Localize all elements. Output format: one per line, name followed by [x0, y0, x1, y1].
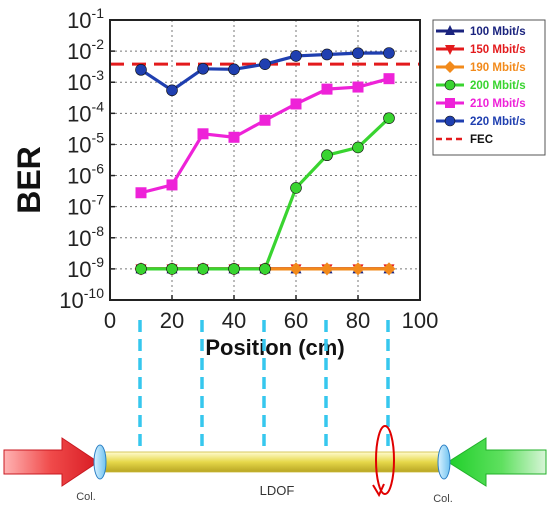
data-point [321, 149, 333, 162]
data-point [351, 262, 365, 276]
data-point [135, 64, 147, 76]
series-210-mbit-s [135, 73, 395, 199]
data-point [382, 262, 396, 276]
legend-marker [445, 98, 455, 108]
series-line [141, 116, 391, 271]
fiber-schematic: Col. Col. LDOF [3, 320, 547, 505]
legend-item: 200 Mbit/s [436, 79, 526, 92]
x-tick-label: 40 [222, 308, 246, 333]
data-point [228, 131, 240, 143]
legend-item-fec: FEC [436, 134, 493, 146]
legend-label: 100 Mbit/s [470, 26, 526, 38]
legend-label: 150 Mbit/s [470, 44, 526, 56]
data-point [166, 179, 178, 191]
y-tick-label: 10-1 [67, 5, 104, 33]
data-point [197, 128, 209, 140]
x-tick-label: 0 [104, 308, 116, 333]
legend-marker [444, 61, 456, 73]
data-point [383, 73, 395, 85]
legend-item: 190 Mbit/s [436, 61, 526, 74]
data-point [166, 263, 178, 275]
y-ticks: 10-1 10-2 10-3 10-4 10-5 10-6 10-7 10-8 10-9 10-1… [59, 5, 115, 313]
series-220-mbit-s [135, 47, 395, 97]
legend-marker [444, 115, 456, 127]
y-tick-label: 10-10 [59, 285, 104, 313]
legend-marker [444, 79, 456, 91]
data-point [259, 263, 271, 275]
data-point [320, 262, 334, 276]
legend-marker [445, 25, 455, 35]
data-point [321, 48, 333, 61]
y-tick-label: 10-6 [67, 161, 104, 189]
data-point [352, 141, 364, 154]
data-point [197, 263, 209, 275]
x-tick-label: 100 [402, 308, 439, 333]
x-ticks: 0 20 40 60 80 100 [104, 295, 438, 333]
data-point [290, 182, 302, 194]
data-point [259, 114, 271, 126]
fiber-label: LDOF [260, 483, 295, 498]
right-collimator-label: Col. [433, 493, 453, 505]
data-point [290, 50, 302, 62]
x-tick-label: 60 [284, 308, 308, 333]
legend-item: 220 Mbit/s [436, 115, 526, 128]
x-axis-title: Position (cm) [205, 335, 344, 360]
output-beam-arrow [447, 437, 547, 487]
legend-label: 190 Mbit/s [470, 62, 526, 74]
left-collimator-lens [93, 444, 107, 480]
data-point [197, 63, 209, 75]
data-point [135, 263, 147, 275]
y-axis-title: BER [11, 146, 47, 214]
x-tick-label: 20 [160, 308, 184, 333]
legend: 100 Mbit/s 150 Mbit/s 190 Mbit/s 200 Mbit/s… [436, 25, 526, 146]
input-beam-arrow [3, 437, 99, 487]
series-layer [134, 47, 396, 276]
data-point [228, 263, 240, 275]
rotation-icon [372, 425, 395, 498]
legend-item: 150 Mbit/s [436, 44, 526, 56]
series-200-mbit-s [135, 112, 395, 275]
y-tick-label: 10-3 [67, 67, 104, 95]
data-point [166, 84, 178, 97]
data-point [352, 47, 364, 59]
data-point [135, 187, 147, 199]
legend-item: 210 Mbit/s [436, 98, 526, 110]
data-point [383, 47, 395, 59]
legend-label: 200 Mbit/s [470, 80, 526, 92]
left-collimator-label: Col. [76, 491, 96, 503]
legend-label: 210 Mbit/s [470, 98, 526, 110]
data-point [321, 83, 333, 95]
grid [110, 20, 420, 300]
y-tick-label: 10-4 [67, 98, 104, 126]
y-tick-label: 10-8 [67, 223, 104, 251]
right-collimator-lens [437, 444, 451, 480]
legend-item: 100 Mbit/s [436, 25, 526, 38]
legend-label: FEC [470, 134, 493, 146]
y-tick-label: 10-9 [67, 254, 104, 282]
y-tick-label: 10-5 [67, 129, 104, 157]
data-point [290, 98, 302, 110]
x-tick-label: 80 [346, 308, 370, 333]
probe-lines [138, 320, 390, 448]
legend-marker [445, 45, 455, 55]
data-point [383, 112, 395, 124]
y-tick-label: 10-7 [67, 192, 104, 220]
data-point [289, 262, 303, 276]
data-point [259, 58, 271, 70]
legend-label: 220 Mbit/s [470, 116, 526, 128]
data-point [228, 63, 240, 76]
plot-frame [109, 19, 421, 301]
data-point [352, 81, 364, 93]
y-tick-label: 10-2 [67, 36, 104, 64]
